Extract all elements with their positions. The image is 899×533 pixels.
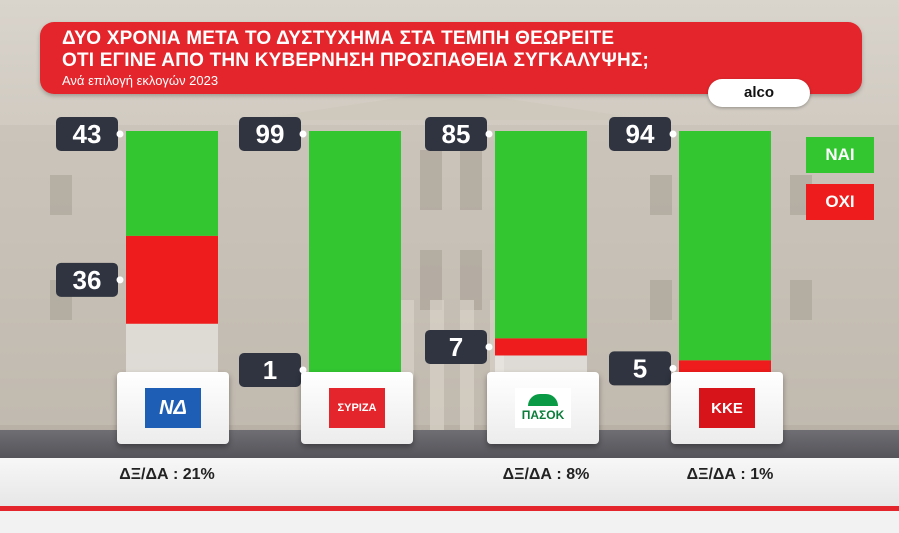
title-line-1: ΔΥΟ ΧΡΟΝΙΑ ΜΕΤΑ ΤΟ ΔΥΣΤΥΧΗΜΑ ΣΤΑ ΤΕΜΠΗ Θ… bbox=[62, 28, 615, 49]
value-label-no-2-box bbox=[425, 329, 487, 364]
pedestal-syriza: ΣΥΡΙΖΑ bbox=[301, 372, 413, 444]
value-label-no-2-dot bbox=[485, 343, 493, 351]
bar-yes-1 bbox=[309, 131, 401, 373]
value-label-no-0-box bbox=[56, 262, 118, 297]
value-label-no-3-dot bbox=[669, 364, 677, 372]
bar-no-2 bbox=[495, 338, 587, 356]
pedestal-nd: ΝΔ bbox=[117, 372, 229, 444]
kke-logo-icon: ΚΚΕ bbox=[699, 388, 755, 428]
source-badge: alco bbox=[708, 79, 810, 107]
pedestal-kke: ΚΚΕ bbox=[671, 372, 783, 444]
value-label-no-0-dot bbox=[116, 276, 124, 284]
dk-na-nd: ΔΞ/ΔΑ : 21% bbox=[119, 466, 215, 483]
value-label-no-1: 1 bbox=[263, 355, 277, 385]
value-label-yes-2-box bbox=[425, 117, 487, 151]
bottom-band bbox=[0, 458, 899, 508]
value-label-yes-0: 43 bbox=[73, 119, 102, 149]
bottom-strip bbox=[0, 511, 899, 533]
syriza-logo-icon: ΣΥΡΙΖΑ bbox=[329, 388, 385, 428]
value-label-no-0: 36 bbox=[73, 265, 102, 295]
pasok-logo-icon: ΠΑΣΟΚ bbox=[515, 388, 571, 428]
value-label-yes-0-box bbox=[56, 117, 118, 151]
legend-yes: ΝΑΙ bbox=[806, 137, 874, 173]
value-label-yes-1: 99 bbox=[256, 119, 285, 149]
bar-yes-2 bbox=[495, 131, 587, 339]
value-label-yes-2: 85 bbox=[442, 119, 471, 149]
value-label-no-3-box bbox=[609, 351, 671, 386]
red-divider bbox=[0, 506, 899, 511]
value-label-no-1-dot bbox=[299, 366, 307, 374]
dk-na-pasok: ΔΞ/ΔΑ : 8% bbox=[502, 466, 590, 483]
value-label-yes-3-box bbox=[609, 117, 671, 151]
value-label-no-2: 7 bbox=[449, 332, 463, 362]
bar-yes-3 bbox=[679, 131, 771, 361]
pedestal-pasok: ΠΑΣΟΚ bbox=[487, 372, 599, 444]
value-label-no-1-box bbox=[239, 353, 301, 387]
value-label-yes-3-dot bbox=[669, 130, 677, 138]
value-label-yes-3: 94 bbox=[626, 119, 655, 149]
dk-na-kke: ΔΞ/ΔΑ : 1% bbox=[686, 466, 774, 483]
title-line-2: ΟΤΙ ΕΓΙΝΕ ΑΠΟ ΤΗΝ ΚΥΒΕΡΝΗΣΗ ΠΡΟΣΠΑΘΕΙΑ Σ… bbox=[62, 50, 650, 71]
chart-subtitle: Ανά επιλογή εκλογών 2023 bbox=[62, 73, 219, 88]
nd-logo-icon: ΝΔ bbox=[145, 388, 201, 428]
value-label-yes-1-box bbox=[239, 117, 301, 151]
bar-no-0 bbox=[126, 235, 218, 324]
bar-no-3 bbox=[679, 360, 771, 373]
bar-yes-0 bbox=[126, 131, 218, 236]
pasok-logo-text: ΠΑΣΟΚ bbox=[521, 408, 565, 422]
value-label-no-3: 5 bbox=[633, 353, 647, 383]
value-label-yes-1-dot bbox=[299, 130, 307, 138]
value-label-yes-0-dot bbox=[116, 130, 124, 138]
legend-no: ΟΧΙ bbox=[806, 184, 874, 220]
value-label-yes-2-dot bbox=[485, 130, 493, 138]
